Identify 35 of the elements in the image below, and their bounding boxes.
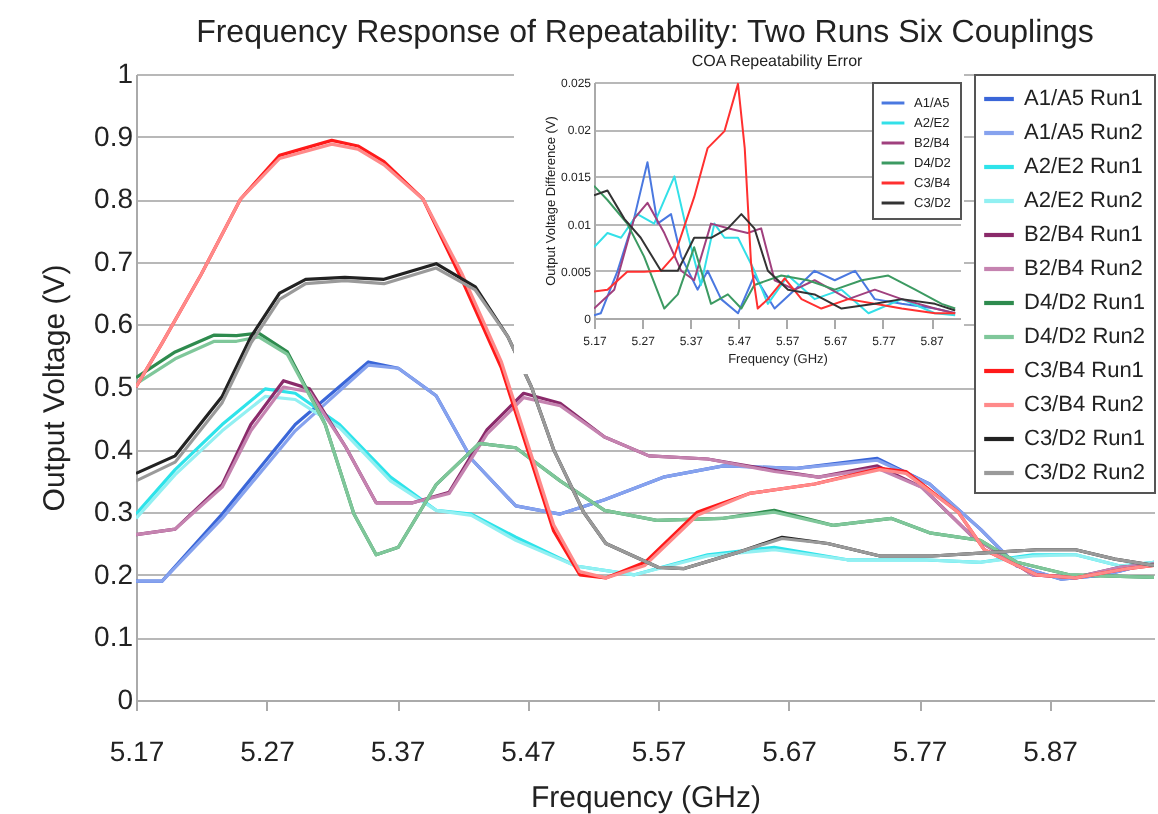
x-tick-label: 5.27 <box>240 735 296 767</box>
y-tick-label: 0.4 <box>94 432 134 465</box>
legend-label: A2/E2 Run2 <box>1024 189 1143 213</box>
legend-label: D4/D2 Run2 <box>1024 325 1146 349</box>
y-tick-label: 0.2 <box>94 557 134 590</box>
legend-label: A2/E2 Run1 <box>1024 155 1143 179</box>
legend-label: A1/A5 Run2 <box>1024 121 1143 145</box>
x-tick-label: 5.17 <box>109 735 165 767</box>
y-tick-label: 1 <box>117 57 134 89</box>
legend-label: D4/D2 Run1 <box>1024 291 1146 315</box>
chart-title: COA Repeatability Error <box>691 52 864 70</box>
y-tick-label: 0.1 <box>94 620 134 653</box>
y-tick-label: 0.9 <box>94 119 134 152</box>
legend-label: A1/A5 Run1 <box>1024 87 1143 111</box>
x-tick-label: 5.87 <box>1023 735 1079 767</box>
y-tick-label: 0.8 <box>94 182 134 215</box>
x-tick-label: 5.77 <box>892 735 948 767</box>
y-tick-label: 0.7 <box>94 244 134 277</box>
x-tick-label: 5.47 <box>501 735 557 767</box>
y-tick-label: 0.5 <box>94 370 134 402</box>
legend-label: C3/B4 Run1 <box>1024 359 1144 383</box>
legend-label: C3/B4 Run2 <box>1024 393 1144 417</box>
x-tick-label: 5.57 <box>631 735 687 767</box>
x-axis-title: Frequency (GHz) <box>530 781 762 814</box>
legend-label: C3/D2 Run2 <box>1024 461 1146 485</box>
chart-title: Frequency Response of Repeatability: Two Runs Six Couplings <box>196 16 1094 50</box>
x-tick-label: 5.37 <box>370 735 426 767</box>
y-tick-label: 0 <box>117 683 134 715</box>
legend-label: B2/B4 Run2 <box>1024 257 1143 281</box>
y-axis-title: Output Voltage (V) <box>38 264 73 512</box>
legend-label: B2/B4 Run1 <box>1024 223 1143 247</box>
x-tick-label: 5.67 <box>762 735 818 767</box>
legend-label: C3/D2 Run1 <box>1024 427 1146 451</box>
y-tick-label: 0.6 <box>94 307 134 340</box>
y-tick-label: 0.3 <box>94 495 134 528</box>
